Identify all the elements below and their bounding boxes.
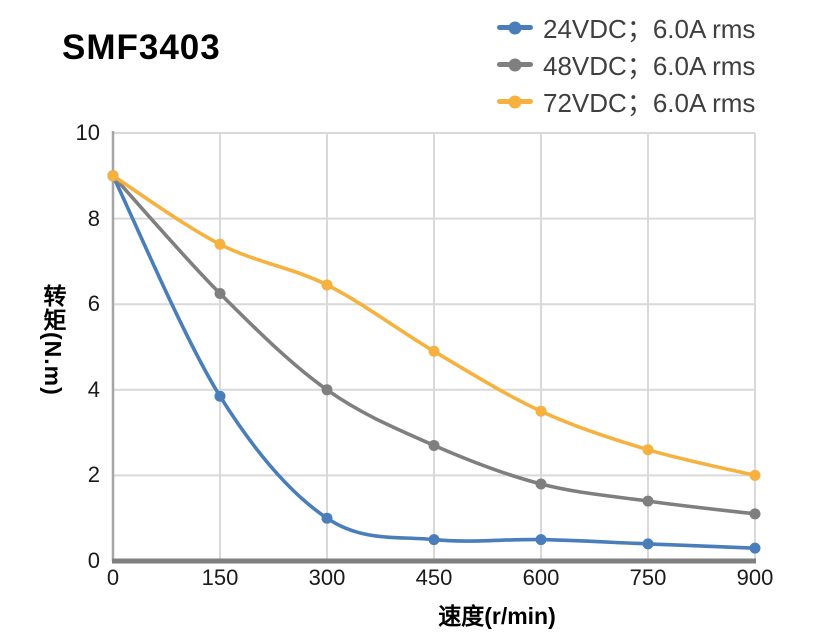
data-point <box>642 538 654 550</box>
x-tick-label: 750 <box>629 565 667 590</box>
y-tick-label: 0 <box>87 548 100 573</box>
data-point <box>642 495 654 507</box>
y-tick-label: 4 <box>87 376 100 402</box>
data-point <box>749 542 761 554</box>
series-marker-icon <box>497 58 533 71</box>
legend-label: 48VDC；6.0A rms <box>543 51 756 81</box>
data-point <box>428 439 440 451</box>
legend-label: 24VDC；6.0A rms <box>543 14 756 44</box>
x-tick-label: 600 <box>522 565 560 590</box>
data-point <box>107 170 119 182</box>
data-point <box>214 238 226 250</box>
page-title: SMF3403 <box>62 28 221 67</box>
x-tick-label: 450 <box>415 565 453 590</box>
data-point <box>535 478 547 490</box>
y-tick-label: 8 <box>87 205 100 231</box>
y-tick-label: 2 <box>87 462 100 488</box>
data-point <box>535 405 547 417</box>
data-point <box>321 279 333 291</box>
data-point <box>749 469 761 481</box>
data-point <box>428 345 440 357</box>
legend-label: 72VDC；6.0A rms <box>543 88 756 118</box>
legend-item-72vdc: 72VDC；6.0A rms <box>497 86 756 118</box>
data-point <box>321 512 333 524</box>
legend-item-48vdc: 48VDC；6.0A rms <box>497 49 756 81</box>
x-tick-label: 150 <box>201 565 239 590</box>
data-point <box>535 534 547 546</box>
x-axis-title: 速度(r/min) <box>438 603 556 629</box>
y-tick-label: 10 <box>75 120 100 145</box>
x-tick-label: 900 <box>736 565 774 590</box>
legend: 24VDC；6.0A rms 48VDC；6.0A rms 72VDC；6.0A… <box>497 12 756 118</box>
data-point <box>214 288 226 299</box>
data-point <box>749 508 761 520</box>
data-point <box>428 534 440 546</box>
series-marker-icon <box>497 21 533 34</box>
series-marker-icon <box>497 95 533 108</box>
y-tick-label: 6 <box>87 291 100 317</box>
data-point <box>214 390 226 402</box>
x-tick-label: 300 <box>308 565 346 590</box>
data-point <box>642 444 654 456</box>
data-point <box>321 384 333 396</box>
y-axis-title: 转矩(N.m) <box>40 284 66 396</box>
x-tick-label: 0 <box>106 565 120 590</box>
legend-item-24vdc: 24VDC；6.0A rms <box>497 12 756 44</box>
